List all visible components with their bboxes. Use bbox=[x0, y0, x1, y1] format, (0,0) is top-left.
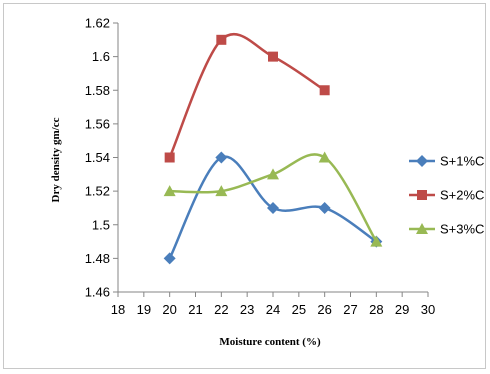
y-tick-label: 1.6 bbox=[92, 49, 110, 64]
data-point-marker bbox=[319, 85, 330, 96]
y-tick-label: 1.46 bbox=[85, 285, 110, 300]
series-layer bbox=[163, 32, 383, 265]
data-point-marker bbox=[215, 151, 228, 164]
x-tick-label: 29 bbox=[395, 302, 409, 317]
data-point-marker bbox=[318, 201, 331, 214]
series-line bbox=[169, 153, 378, 243]
data-point-marker bbox=[164, 152, 175, 163]
data-point-marker bbox=[163, 252, 176, 265]
series-line bbox=[168, 32, 326, 159]
x-tick-labels: 18 19 20 21 22 23 24 25 26 27 28 29 30 bbox=[111, 302, 435, 317]
legend-label: S+1%C bbox=[440, 154, 484, 169]
x-axis-title: Moisture content (%) bbox=[219, 336, 321, 348]
legend-label: S+2%C bbox=[440, 188, 484, 203]
x-tick-label: 22 bbox=[214, 302, 228, 317]
series-3 bbox=[163, 151, 383, 247]
legend-marker bbox=[416, 155, 428, 167]
data-point-marker bbox=[318, 151, 331, 163]
x-tick-label: 28 bbox=[369, 302, 383, 317]
x-tick-label: 21 bbox=[188, 302, 202, 317]
y-tick-label: 1.5 bbox=[92, 217, 110, 232]
x-tick-label: 25 bbox=[292, 302, 306, 317]
legend-label: S+3%C bbox=[440, 222, 484, 237]
x-tick-label: 23 bbox=[240, 302, 254, 317]
data-point-marker bbox=[268, 51, 278, 62]
data-point-marker bbox=[267, 168, 279, 180]
series-2 bbox=[164, 32, 330, 163]
data-point-marker bbox=[163, 185, 176, 197]
axes bbox=[113, 22, 429, 297]
y-tick-labels: 1.46 1.48 1.5 1.52 1.54 1.56 1.58 1.6 1.62 bbox=[85, 16, 110, 300]
data-point-marker bbox=[216, 34, 227, 45]
x-tick-label: 20 bbox=[162, 302, 176, 317]
x-tick-label: 26 bbox=[317, 302, 331, 317]
y-tick-label: 1.56 bbox=[85, 116, 110, 131]
y-tick-label: 1.62 bbox=[85, 16, 110, 31]
legend-item: S+1%C bbox=[409, 154, 484, 169]
x-tick-label: 24 bbox=[266, 302, 280, 317]
y-tick-label: 1.58 bbox=[85, 83, 110, 98]
legend-marker bbox=[416, 223, 428, 234]
data-point-marker bbox=[370, 235, 383, 247]
x-tick-label: 18 bbox=[111, 302, 125, 317]
data-point-marker bbox=[215, 185, 228, 197]
x-tick-label: 19 bbox=[137, 302, 151, 317]
legend: S+1%C S+2%C S+3%C bbox=[409, 154, 484, 237]
legend-marker bbox=[417, 190, 427, 200]
x-tick-label: 27 bbox=[343, 302, 357, 317]
x-tick-label: 30 bbox=[421, 302, 435, 317]
chart-frame bbox=[3, 3, 486, 369]
y-axis-title: Dry density gm/cc bbox=[50, 117, 62, 202]
y-tick-label: 1.54 bbox=[85, 150, 110, 165]
y-tick-label: 1.48 bbox=[85, 251, 110, 266]
legend-item: S+2%C bbox=[409, 188, 484, 203]
data-point-marker bbox=[267, 201, 279, 214]
y-tick-label: 1.52 bbox=[85, 184, 110, 199]
legend-item: S+3%C bbox=[409, 222, 484, 237]
